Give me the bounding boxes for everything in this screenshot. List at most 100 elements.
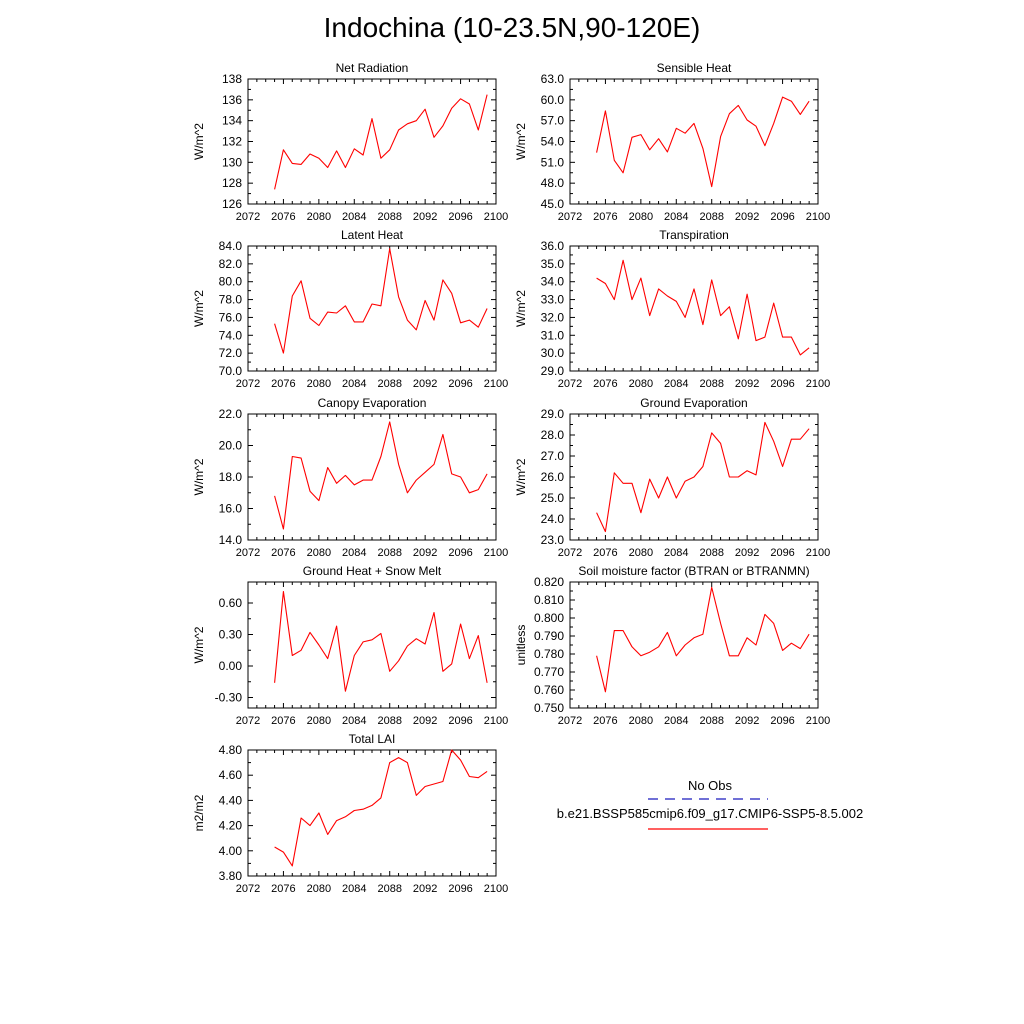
y-tick-label: 29.0 [541,407,565,421]
x-tick-label: 2096 [770,715,794,727]
x-tick-label: 2088 [699,378,723,390]
x-tick-label: 2096 [448,378,472,390]
x-tick-label: 2080 [629,378,653,390]
x-tick-label: 2088 [699,547,723,559]
x-tick-label: 2084 [342,883,366,895]
panel-title: Ground Heat + Snow Melt [303,564,442,578]
y-tick-label: 20.0 [219,439,243,453]
y-tick-label: 134 [222,114,242,128]
y-tick-label: 3.80 [219,869,243,883]
y-axis-label: W/m^2 [192,123,206,160]
y-tick-label: 74.0 [219,328,243,342]
y-tick-label: 36.0 [541,239,565,253]
x-tick-label: 2080 [629,715,653,727]
x-tick-label: 2092 [413,378,437,390]
x-tick-label: 2072 [236,378,260,390]
x-tick-label: 2084 [342,378,366,390]
x-tick-label: 2096 [770,378,794,390]
y-tick-label: 34.0 [541,275,565,289]
x-tick-label: 2076 [593,378,617,390]
x-tick-label: 2092 [735,547,759,559]
x-tick-label: 2092 [735,378,759,390]
x-tick-label: 2076 [593,211,617,223]
y-axis-label: unitless [514,625,528,666]
y-tick-label: 33.0 [541,293,565,307]
chart-panel-8: Soil moisture factor (BTRAN or BTRANMN) u… [514,564,830,727]
series-line [274,248,488,354]
x-tick-label: 2072 [236,547,260,559]
x-tick-label: 2076 [593,547,617,559]
y-tick-label: 63.0 [541,72,565,86]
x-tick-label: 2080 [307,547,331,559]
legend-entry-obs: No Obs [520,778,900,793]
series-line [596,259,810,356]
y-axis-label: W/m^2 [514,123,528,160]
x-tick-label: 2084 [342,211,366,223]
x-tick-label: 2080 [629,211,653,223]
y-tick-label: 27.0 [541,449,565,463]
y-tick-label: 72.0 [219,346,243,360]
y-tick-label: 0.790 [534,629,564,643]
y-tick-label: 82.0 [219,257,243,271]
x-tick-label: 2096 [770,211,794,223]
y-tick-label: 22.0 [219,407,243,421]
y-tick-label: 0.00 [219,659,243,673]
x-tick-label: 2088 [699,715,723,727]
x-tick-label: 2076 [271,883,295,895]
y-tick-label: 60.0 [541,93,565,107]
x-tick-label: 2092 [413,883,437,895]
chart-panel-6: Ground Evaporation W/m^2 2072 2076 2080 2084 2… [514,396,830,559]
x-tick-label: 2084 [342,715,366,727]
y-tick-label: 23.0 [541,533,565,547]
panel-title: Soil moisture factor (BTRAN or BTRANMN) [578,564,809,578]
x-tick-label: 2080 [307,715,331,727]
x-tick-label: 2072 [558,211,582,223]
x-tick-label: 2076 [271,211,295,223]
y-tick-label: 31.0 [541,328,565,342]
y-tick-label: 0.60 [219,596,243,610]
y-tick-label: 32.0 [541,310,565,324]
y-tick-label: 54.0 [541,135,565,149]
x-tick-label: 2100 [806,378,830,390]
series-line [596,586,810,693]
y-axis-label: m2/m2 [192,794,206,831]
y-tick-label: 18.0 [219,470,243,484]
page-title: Indochina (10-23.5N,90-120E) [323,12,701,43]
x-tick-label: 2092 [413,715,437,727]
x-tick-label: 2088 [377,715,401,727]
panel-title: Total LAI [349,732,396,746]
x-tick-label: 2084 [664,211,688,223]
legend-swatch-model [648,828,768,830]
y-tick-label: 70.0 [219,364,243,378]
chart-panel-1: Net Radiation W/m^2 2072 2076 2080 2084 2088 20… [192,61,508,223]
x-tick-label: 2096 [448,715,472,727]
y-tick-label: 35.0 [541,257,565,271]
x-tick-label: 2100 [806,211,830,223]
x-tick-label: 2072 [236,211,260,223]
x-tick-label: 2084 [342,547,366,559]
x-tick-label: 2084 [664,715,688,727]
panel-title: Net Radiation [336,61,409,75]
x-tick-label: 2100 [484,211,508,223]
x-tick-label: 2100 [484,378,508,390]
y-tick-label: 0.750 [534,701,564,715]
chart-panel-3: Latent Heat W/m^2 2072 2076 2080 2084 2088 2092… [192,228,508,390]
y-tick-label: 0.800 [534,611,564,625]
y-tick-label: 128 [222,176,242,190]
y-tick-label: 28.0 [541,428,565,442]
panel-title: Latent Heat [341,228,404,242]
legend-label-obs: No Obs [687,778,733,793]
x-tick-label: 2096 [770,547,794,559]
legend-entry-model: b.e21.BSSP585cmip6.f09_g17.CMIP6-SSP5-8.… [520,806,900,821]
y-tick-label: 45.0 [541,197,565,211]
chart-panel-7: Ground Heat + Snow Melt W/m^2 2072 2076 2080… [192,564,508,727]
series-line [274,590,488,692]
y-tick-label: 78.0 [219,293,243,307]
y-tick-label: 24.0 [541,512,565,526]
y-tick-label: 0.770 [534,665,564,679]
x-tick-label: 2080 [307,883,331,895]
y-axis-label: W/m^2 [514,458,528,495]
x-tick-label: 2088 [377,883,401,895]
x-tick-label: 2084 [664,378,688,390]
